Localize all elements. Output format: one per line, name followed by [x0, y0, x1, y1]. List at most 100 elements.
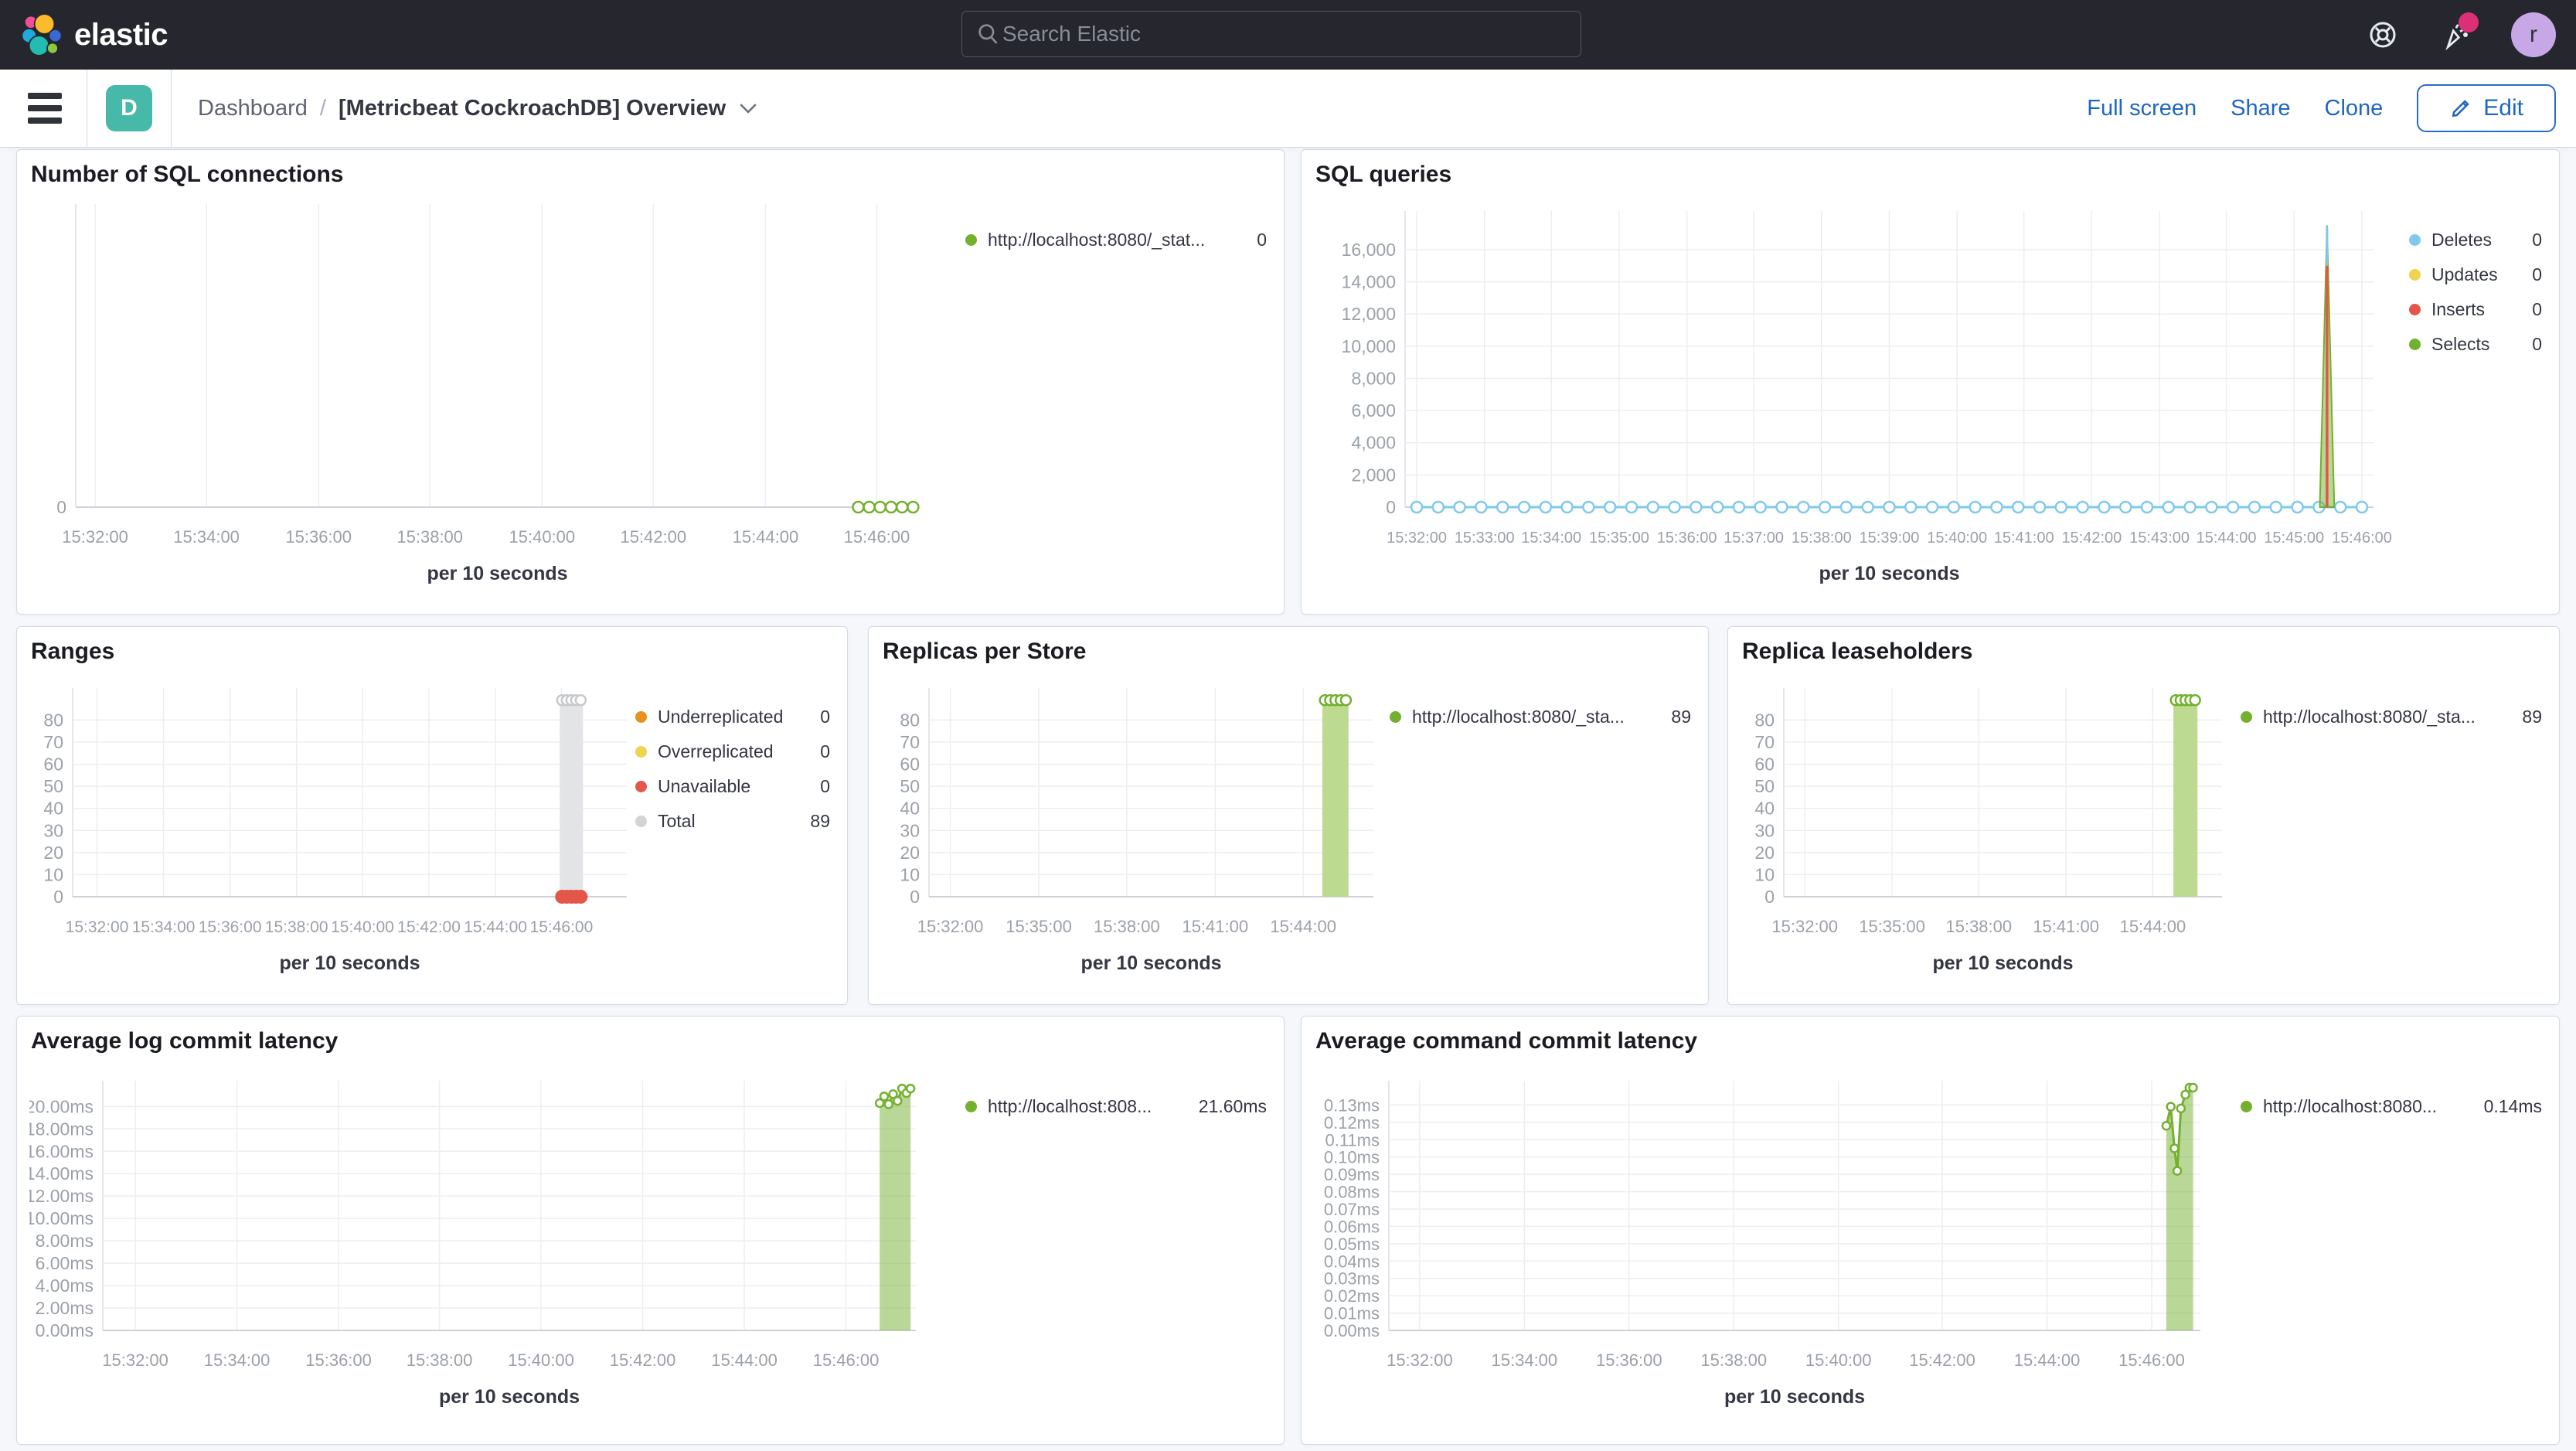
global-search[interactable] [961, 11, 1581, 57]
svg-text:12,000: 12,000 [1342, 304, 1396, 324]
svg-text:0.07ms: 0.07ms [1324, 1200, 1380, 1219]
svg-text:12.00ms: 12.00ms [29, 1186, 94, 1206]
svg-text:per 10 seconds: per 10 seconds [1080, 952, 1221, 974]
search-input[interactable] [1001, 21, 1567, 47]
chart-legend: Deletes 0 Updates 0 Inserts 0 Selects 0 [2409, 196, 2547, 606]
legend-item[interactable]: Unavailable 0 [635, 769, 830, 804]
svg-text:0.03ms: 0.03ms [1324, 1269, 1380, 1289]
fullscreen-button[interactable]: Full screen [2087, 95, 2197, 121]
legend-item[interactable]: Underreplicated 0 [635, 700, 830, 734]
chart-legend: http://localhost:8080/_stat... 0 [965, 196, 1271, 606]
svg-text:15:43:00: 15:43:00 [2129, 530, 2190, 547]
legend-value: 0 [820, 741, 830, 761]
legend-item[interactable]: Updates 0 [2409, 257, 2542, 292]
replicas-per-store-chart[interactable]: 15:32:00 15:35:00 15:38:00 15:41:00 15:44:00… [881, 673, 1390, 996]
legend-label: http://localhost:8080... [2263, 1096, 2438, 1116]
svg-text:15:34:00: 15:34:00 [173, 527, 240, 547]
svg-text:0.10ms: 0.10ms [1324, 1148, 1380, 1167]
edit-button[interactable]: Edit [2417, 84, 2556, 132]
panel-title: Average command commit latency [1315, 1028, 1698, 1054]
legend-label: Total [658, 811, 696, 831]
svg-text:30: 30 [43, 820, 63, 840]
user-avatar[interactable]: r [2511, 12, 2556, 57]
svg-text:15:33:00: 15:33:00 [1455, 530, 1515, 547]
svg-text:15:32:00: 15:32:00 [917, 917, 984, 936]
replica-leaseholders-chart[interactable]: 15:32:00 15:35:00 15:38:00 15:41:00 15:44:00… [1741, 673, 2241, 996]
svg-text:15:38:00: 15:38:00 [1700, 1351, 1767, 1370]
legend-value: 0.14ms [2483, 1096, 2542, 1116]
svg-text:20.00ms: 20.00ms [29, 1096, 94, 1116]
space-badge[interactable]: D [106, 85, 152, 131]
svg-text:0.00ms: 0.00ms [36, 1320, 94, 1340]
legend-swatch [1390, 711, 1401, 723]
elastic-logo-icon [22, 13, 62, 56]
panel-title: Replica leaseholders [1742, 639, 1973, 664]
svg-text:6,000: 6,000 [1351, 400, 1396, 421]
panel-avg-log-commit-latency: Average log commit latency 15:32:00 15:34… [16, 1016, 1285, 1445]
clone-button[interactable]: Clone [2324, 95, 2384, 121]
chart-legend: http://localhost:8080/_sta... 89 [1390, 673, 1696, 996]
legend-item[interactable]: Total 89 [635, 804, 830, 839]
svg-text:15:38:00: 15:38:00 [396, 527, 463, 547]
svg-text:15:38:00: 15:38:00 [265, 918, 328, 936]
svg-text:0.11ms: 0.11ms [1325, 1130, 1380, 1150]
menu-button[interactable] [23, 88, 66, 128]
svg-text:15:32:00: 15:32:00 [1387, 1351, 1453, 1370]
avg-command-commit-latency-chart[interactable]: 15:32:00 15:34:00 15:36:00 15:38:00 15:40:00… [1314, 1063, 2241, 1436]
svg-text:14,000: 14,000 [1342, 272, 1396, 292]
notification-dot [2459, 12, 2479, 32]
legend-item[interactable]: Inserts 0 [2409, 292, 2542, 327]
svg-text:per 10 seconds: per 10 seconds [279, 952, 420, 974]
svg-text:0.00ms: 0.00ms [1324, 1321, 1380, 1340]
svg-text:0.13ms: 0.13ms [1324, 1095, 1380, 1115]
svg-text:15:46:00: 15:46:00 [813, 1351, 880, 1370]
legend-item[interactable]: http://localhost:8080/_sta... 89 [2241, 700, 2542, 734]
svg-text:15:36:00: 15:36:00 [1596, 1351, 1662, 1370]
legend-item[interactable]: Selects 0 [2409, 327, 2542, 362]
panel-sql-connections: Number of SQL connections 15:32:00 15:34:… [16, 149, 1285, 615]
help-button[interactable] [2367, 19, 2398, 50]
chevron-down-icon[interactable] [738, 101, 758, 115]
svg-text:20: 20 [43, 843, 63, 863]
svg-text:15:35:00: 15:35:00 [1859, 917, 1925, 936]
legend-value: 0 [2532, 230, 2542, 250]
legend-item[interactable]: http://localhost:8080/_stat... 0 [965, 223, 1267, 257]
elastic-brand[interactable]: elastic [0, 13, 168, 56]
avg-log-commit-latency-chart[interactable]: 15:32:00 15:34:00 15:36:00 15:38:00 15:40:00… [29, 1063, 965, 1436]
svg-text:8.00ms: 8.00ms [36, 1231, 94, 1251]
legend-label: Unavailable [658, 776, 751, 796]
svg-text:40: 40 [1754, 799, 1775, 819]
legend-swatch [635, 746, 647, 758]
dashboard-grid: Number of SQL connections 15:32:00 15:34:… [0, 147, 2576, 1451]
svg-text:30: 30 [1754, 820, 1775, 840]
svg-text:15:40:00: 15:40:00 [1805, 1351, 1872, 1370]
legend-value: 21.60ms [1198, 1096, 1267, 1116]
legend-swatch [635, 781, 647, 792]
legend-item[interactable]: http://localhost:8080/_sta... 89 [1390, 700, 1691, 734]
svg-text:10.00ms: 10.00ms [29, 1208, 94, 1228]
legend-item[interactable]: Overreplicated 0 [635, 734, 830, 769]
svg-text:15:44:00: 15:44:00 [733, 527, 799, 547]
legend-item[interactable]: Deletes 0 [2409, 223, 2542, 257]
panel-title: Average log commit latency [31, 1028, 339, 1054]
breadcrumb-dashboard-link[interactable]: Dashboard [198, 95, 308, 121]
svg-text:15:42:00: 15:42:00 [610, 1351, 676, 1370]
svg-text:50: 50 [43, 776, 63, 796]
svg-text:0.09ms: 0.09ms [1324, 1165, 1380, 1184]
ranges-chart[interactable]: 15:32:00 15:34:00 15:36:00 15:38:00 15:40:00… [29, 673, 635, 996]
sql-connections-chart[interactable]: 15:32:00 15:34:00 15:36:00 15:38:00 15:40:00… [29, 196, 965, 606]
svg-text:15:38:00: 15:38:00 [1792, 530, 1852, 547]
newsfeed-button[interactable] [2438, 12, 2479, 51]
legend-swatch [635, 816, 647, 827]
sql-queries-chart[interactable]: 15:32:00 15:33:00 15:34:00 15:35:00 15:36:00… [1314, 196, 2409, 606]
legend-value: 0 [2532, 264, 2542, 284]
svg-text:15:38:00: 15:38:00 [407, 1351, 473, 1370]
svg-text:15:44:00: 15:44:00 [464, 918, 527, 936]
svg-text:15:44:00: 15:44:00 [711, 1351, 778, 1370]
chart-legend: http://localhost:8080... 0.14ms [2241, 1063, 2547, 1436]
legend-label: Updates [2431, 264, 2498, 284]
svg-text:0: 0 [1764, 887, 1775, 907]
share-button[interactable]: Share [2231, 95, 2291, 121]
legend-item[interactable]: http://localhost:8080... 0.14ms [2241, 1089, 2542, 1124]
legend-item[interactable]: http://localhost:808... 21.60ms [965, 1089, 1267, 1124]
